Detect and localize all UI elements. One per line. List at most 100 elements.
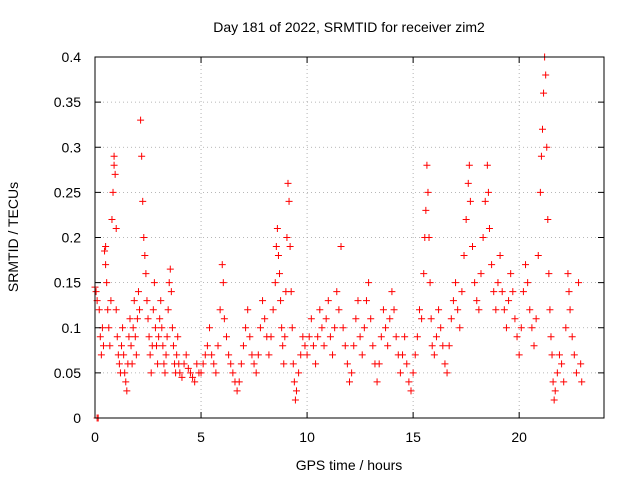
data-point <box>113 333 121 341</box>
data-point <box>575 279 583 287</box>
data-point <box>150 279 158 287</box>
data-point <box>335 306 343 314</box>
data-point <box>562 324 570 332</box>
data-point <box>203 342 211 350</box>
y-tick-label: 0.2 <box>62 230 82 246</box>
data-point <box>143 297 151 305</box>
data-point <box>235 378 243 386</box>
data-point <box>473 297 481 305</box>
data-point <box>118 342 126 350</box>
x-tick-label: 0 <box>91 429 99 445</box>
data-point <box>428 342 436 350</box>
data-point <box>522 261 530 269</box>
data-point <box>105 324 113 332</box>
data-point <box>553 369 561 377</box>
data-point <box>356 333 364 341</box>
data-point <box>490 288 498 296</box>
data-point <box>286 243 294 251</box>
data-point <box>156 315 164 323</box>
data-point <box>112 224 120 232</box>
data-point <box>409 369 417 377</box>
data-point <box>558 360 566 368</box>
data-point <box>299 333 307 341</box>
data-point <box>546 306 554 314</box>
data-point <box>515 351 523 359</box>
data-point <box>104 306 112 314</box>
data-point <box>354 297 362 305</box>
data-point <box>396 369 404 377</box>
data-point <box>227 360 235 368</box>
y-tick-label: 0 <box>73 410 81 426</box>
data-point <box>382 324 390 332</box>
data-point <box>437 324 445 332</box>
data-point <box>122 378 130 386</box>
data-point <box>373 378 381 386</box>
data-point <box>526 306 534 314</box>
data-point <box>424 188 432 196</box>
data-point <box>536 188 544 196</box>
data-point <box>543 143 551 151</box>
data-point <box>283 234 291 241</box>
data-point <box>339 324 347 332</box>
data-point <box>305 333 313 341</box>
data-point <box>218 261 226 269</box>
data-point <box>225 351 233 359</box>
data-point <box>212 369 220 377</box>
data-point <box>261 315 269 323</box>
data-point <box>279 342 287 350</box>
data-point <box>131 333 139 341</box>
data-point <box>435 306 443 314</box>
data-point <box>265 351 273 359</box>
data-point <box>465 161 473 169</box>
data-point <box>222 333 230 341</box>
data-point <box>254 351 262 359</box>
data-point <box>403 360 411 368</box>
data-point <box>454 306 462 314</box>
data-point <box>111 170 119 178</box>
data-point <box>358 351 366 359</box>
x-tick-label: 20 <box>511 429 527 445</box>
data-point <box>112 306 120 314</box>
data-point <box>329 351 337 359</box>
data-point <box>193 360 201 368</box>
y-tick-label: 0.15 <box>54 275 81 291</box>
data-point <box>471 279 479 287</box>
data-point <box>547 333 555 341</box>
data-point <box>162 351 170 359</box>
data-points <box>91 53 586 422</box>
data-point <box>284 179 292 187</box>
data-point <box>174 333 182 341</box>
data-point <box>479 234 487 241</box>
data-point <box>145 333 153 341</box>
data-point <box>173 351 181 359</box>
data-point <box>96 333 104 341</box>
data-point <box>426 279 434 287</box>
data-point <box>267 333 275 341</box>
data-point <box>97 351 105 359</box>
data-point <box>432 333 440 341</box>
data-point <box>103 279 111 287</box>
data-point <box>528 324 536 332</box>
data-point <box>219 279 227 287</box>
x-axis-label: GPS time / hours <box>296 457 403 473</box>
data-point <box>273 224 281 232</box>
data-point <box>517 324 525 332</box>
data-point <box>456 324 464 332</box>
data-point <box>168 324 176 332</box>
data-point <box>161 369 169 377</box>
data-point <box>413 333 421 341</box>
data-point <box>469 243 477 251</box>
data-point <box>458 288 466 296</box>
data-point <box>566 306 574 314</box>
data-point <box>565 288 573 296</box>
data-point <box>125 333 133 341</box>
data-point <box>250 360 258 368</box>
data-point <box>502 324 510 332</box>
data-point <box>244 306 252 314</box>
y-tick-label: 0.1 <box>62 320 82 336</box>
data-point <box>214 342 222 350</box>
data-point <box>564 270 572 278</box>
data-point <box>149 306 157 314</box>
data-point <box>483 161 491 169</box>
data-point <box>324 297 332 305</box>
